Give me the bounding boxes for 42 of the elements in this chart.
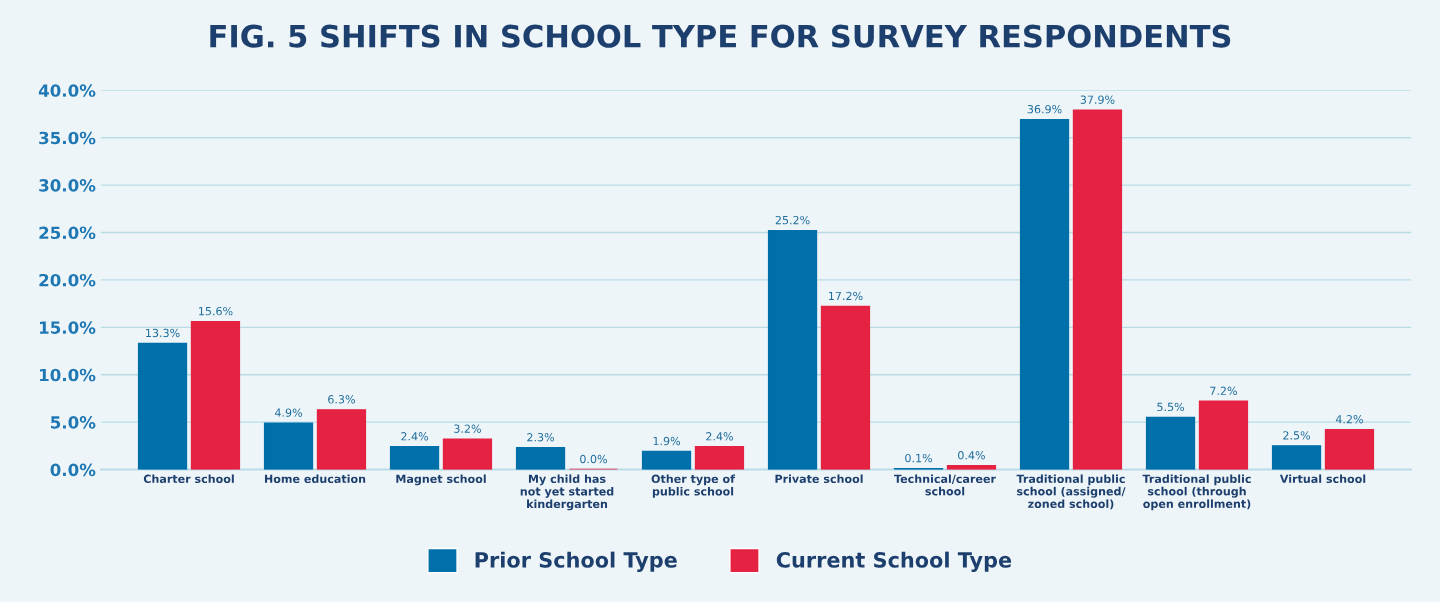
x-tick-label: Virtual school	[1279, 474, 1366, 484]
data-label: 36.9%	[1027, 104, 1062, 114]
x-tick-label: Other type of public school	[651, 474, 736, 498]
x-tick-label: Charter school	[143, 474, 234, 484]
x-tick-label: Home education	[264, 474, 366, 484]
y-tick-label: 20.0%	[39, 273, 96, 287]
data-label: 0.4%	[958, 451, 985, 460]
x-tick-label: Technical/career school	[894, 474, 996, 496]
data-label: 1.9%	[653, 436, 681, 446]
data-label: 13.3%	[146, 328, 180, 338]
data-label: 4.2%	[1335, 415, 1363, 424]
x-tick-label: Private school	[775, 474, 863, 484]
y-tick-label: 25.0%	[39, 226, 96, 240]
y-tick-label: 0.0%	[50, 463, 96, 477]
y-tick-label: 15.0%	[40, 321, 96, 334]
data-label: 25.2%	[775, 215, 810, 225]
y-tick-label: 35.0%	[39, 131, 96, 145]
x-tick-label: Traditional public school (assigned/ zoned school)	[1016, 474, 1126, 510]
x-tick-label: Traditional public school (through open enrollment)	[1142, 474, 1251, 511]
chart-title: FIG. 5 SHIFTS IN SCHOOL TYPE FOR SURVEY RESPONDENTS	[210, 24, 1231, 48]
data-label: 7.2%	[1210, 386, 1237, 395]
data-label: 2.5%	[1283, 431, 1311, 440]
data-label: 2.4%	[401, 432, 429, 441]
legend-label: Current School Type	[776, 551, 1012, 572]
data-label: 2.3%	[527, 433, 555, 442]
y-tick-label: 30.0%	[39, 179, 96, 192]
data-label: 37.9%	[1080, 95, 1115, 104]
y-tick-label: 10.0%	[40, 368, 96, 382]
x-tick-label: My child has not yet started kindergarten	[520, 474, 614, 511]
data-label: 0.1%	[905, 453, 933, 463]
data-label: 0.0%	[580, 454, 607, 464]
y-tick-label: 40.0%	[38, 84, 96, 97]
data-label: 2.4%	[706, 432, 733, 441]
data-label: 15.6%	[199, 306, 233, 316]
data-label: 3.2%	[454, 424, 481, 433]
data-label: 6.3%	[328, 395, 355, 404]
data-label: 17.2%	[829, 291, 863, 301]
data-label: 5.5%	[1157, 402, 1185, 412]
legend-label: Prior School Type	[475, 551, 677, 572]
data-label: 4.9%	[274, 408, 303, 417]
x-tick-label: Magnet school	[396, 474, 486, 486]
y-tick-label: 5.0%	[51, 416, 96, 429]
